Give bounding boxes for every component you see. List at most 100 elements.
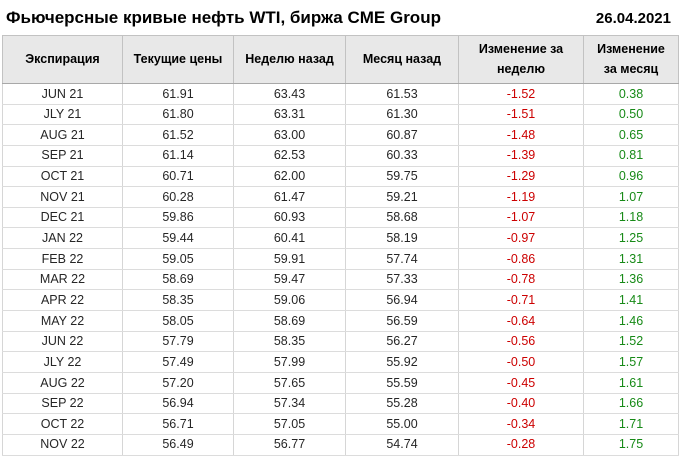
- cell-week-ago: 62.53: [233, 144, 346, 167]
- table-row: JUN 21 61.91 63.43 61.53 -1.52 0.38: [2, 83, 679, 105]
- cell-current-price: 57.79: [122, 330, 234, 353]
- cell-week-ago: 59.47: [233, 268, 346, 291]
- cell-month-change: 0.65: [583, 124, 679, 146]
- cell-expiration: APR 22: [2, 289, 123, 312]
- cell-expiration: NOV 22: [2, 433, 123, 456]
- cell-expiration: JUN 21: [2, 83, 123, 105]
- cell-week-change: -1.07: [458, 206, 584, 229]
- cell-month-change: 1.46: [583, 310, 679, 332]
- cell-current-price: 57.49: [122, 351, 234, 373]
- cell-month-ago: 59.75: [345, 165, 459, 188]
- cell-current-price: 60.28: [122, 186, 234, 208]
- cell-week-ago: 58.69: [233, 310, 346, 332]
- cell-expiration: DEC 21: [2, 206, 123, 229]
- cell-current-price: 61.14: [122, 144, 234, 167]
- cell-month-ago: 55.92: [345, 351, 459, 373]
- cell-current-price: 59.44: [122, 227, 234, 250]
- cell-week-ago: 59.91: [233, 248, 346, 270]
- cell-week-change: -1.39: [458, 144, 584, 167]
- cell-week-change: -0.28: [458, 433, 584, 456]
- cell-week-ago: 57.99: [233, 351, 346, 373]
- cell-week-ago: 61.47: [233, 186, 346, 208]
- cell-week-ago: 62.00: [233, 165, 346, 188]
- cell-current-price: 58.69: [122, 268, 234, 291]
- table-row: SEP 21 61.14 62.53 60.33 -1.39 0.81: [2, 144, 679, 167]
- table-row: DEC 21 59.86 60.93 58.68 -1.07 1.18: [2, 206, 679, 229]
- column-header-expiration: Экспирация: [2, 35, 123, 84]
- cell-month-change: 1.36: [583, 268, 679, 291]
- cell-month-change: 0.96: [583, 165, 679, 188]
- cell-month-ago: 55.59: [345, 371, 459, 394]
- page-title: Фьючерсные кривые нефть WTI, биржа CME G…: [6, 8, 441, 27]
- cell-month-change: 1.18: [583, 206, 679, 229]
- cell-current-price: 58.35: [122, 289, 234, 312]
- cell-week-ago: 63.00: [233, 124, 346, 146]
- cell-week-change: -0.86: [458, 248, 584, 270]
- cell-week-change: -1.48: [458, 124, 584, 146]
- cell-month-ago: 60.33: [345, 144, 459, 167]
- cell-month-ago: 56.27: [345, 330, 459, 353]
- column-header-week-change: Изменение за неделю: [458, 35, 584, 84]
- cell-month-ago: 59.21: [345, 186, 459, 208]
- table-row: FEB 22 59.05 59.91 57.74 -0.86 1.31: [2, 248, 679, 270]
- cell-expiration: OCT 22: [2, 413, 123, 435]
- table-row: AUG 22 57.20 57.65 55.59 -0.45 1.61: [2, 371, 679, 394]
- table-row: MAR 22 58.69 59.47 57.33 -0.78 1.36: [2, 268, 679, 291]
- cell-month-change: 1.71: [583, 413, 679, 435]
- cell-week-change: -1.19: [458, 186, 584, 208]
- table-row: JAN 22 59.44 60.41 58.19 -0.97 1.25: [2, 227, 679, 250]
- cell-month-ago: 56.94: [345, 289, 459, 312]
- cell-week-change: -0.56: [458, 330, 584, 353]
- cell-week-change: -0.71: [458, 289, 584, 312]
- table-row: AUG 21 61.52 63.00 60.87 -1.48 0.65: [2, 124, 679, 146]
- cell-month-ago: 57.74: [345, 248, 459, 270]
- cell-month-change: 0.81: [583, 144, 679, 167]
- column-header-week-ago: Неделю назад: [233, 35, 346, 84]
- cell-expiration: MAY 22: [2, 310, 123, 332]
- cell-month-ago: 61.53: [345, 83, 459, 105]
- cell-expiration: NOV 21: [2, 186, 123, 208]
- cell-current-price: 60.71: [122, 165, 234, 188]
- cell-week-change: -0.40: [458, 392, 584, 415]
- cell-expiration: FEB 22: [2, 248, 123, 270]
- cell-expiration: JLY 22: [2, 351, 123, 373]
- report-date: 26.04.2021: [595, 9, 671, 27]
- cell-month-ago: 58.19: [345, 227, 459, 250]
- cell-week-ago: 57.05: [233, 413, 346, 435]
- table-row: MAY 22 58.05 58.69 56.59 -0.64 1.46: [2, 310, 679, 332]
- cell-month-ago: 57.33: [345, 268, 459, 291]
- cell-week-change: -1.51: [458, 103, 584, 126]
- table-row: APR 22 58.35 59.06 56.94 -0.71 1.41: [2, 289, 679, 312]
- cell-week-change: -0.78: [458, 268, 584, 291]
- cell-month-ago: 55.28: [345, 392, 459, 415]
- table-row: SEP 22 56.94 57.34 55.28 -0.40 1.66: [2, 392, 679, 415]
- cell-expiration: JAN 22: [2, 227, 123, 250]
- cell-month-change: 0.38: [583, 83, 679, 105]
- cell-month-ago: 55.00: [345, 413, 459, 435]
- cell-month-change: 1.66: [583, 392, 679, 415]
- cell-month-ago: 61.30: [345, 103, 459, 126]
- cell-week-change: -0.64: [458, 310, 584, 332]
- cell-month-change: 1.61: [583, 371, 679, 394]
- cell-week-ago: 57.34: [233, 392, 346, 415]
- cell-expiration: AUG 22: [2, 371, 123, 394]
- cell-week-change: -1.52: [458, 83, 584, 105]
- table-row: OCT 21 60.71 62.00 59.75 -1.29 0.96: [2, 165, 679, 188]
- cell-current-price: 58.05: [122, 310, 234, 332]
- cell-expiration: SEP 22: [2, 392, 123, 415]
- cell-week-change: -1.29: [458, 165, 584, 188]
- cell-month-ago: 54.74: [345, 433, 459, 456]
- table-row: OCT 22 56.71 57.05 55.00 -0.34 1.71: [2, 413, 679, 435]
- cell-week-ago: 59.06: [233, 289, 346, 312]
- cell-month-change: 1.31: [583, 248, 679, 270]
- cell-expiration: AUG 21: [2, 124, 123, 146]
- cell-current-price: 56.49: [122, 433, 234, 456]
- column-header-month-change: Изменение за месяц: [583, 35, 679, 84]
- cell-week-change: -0.97: [458, 227, 584, 250]
- cell-month-ago: 58.68: [345, 206, 459, 229]
- cell-month-change: 1.52: [583, 330, 679, 353]
- cell-current-price: 56.71: [122, 413, 234, 435]
- cell-expiration: SEP 21: [2, 144, 123, 167]
- cell-week-ago: 60.41: [233, 227, 346, 250]
- cell-month-change: 1.57: [583, 351, 679, 373]
